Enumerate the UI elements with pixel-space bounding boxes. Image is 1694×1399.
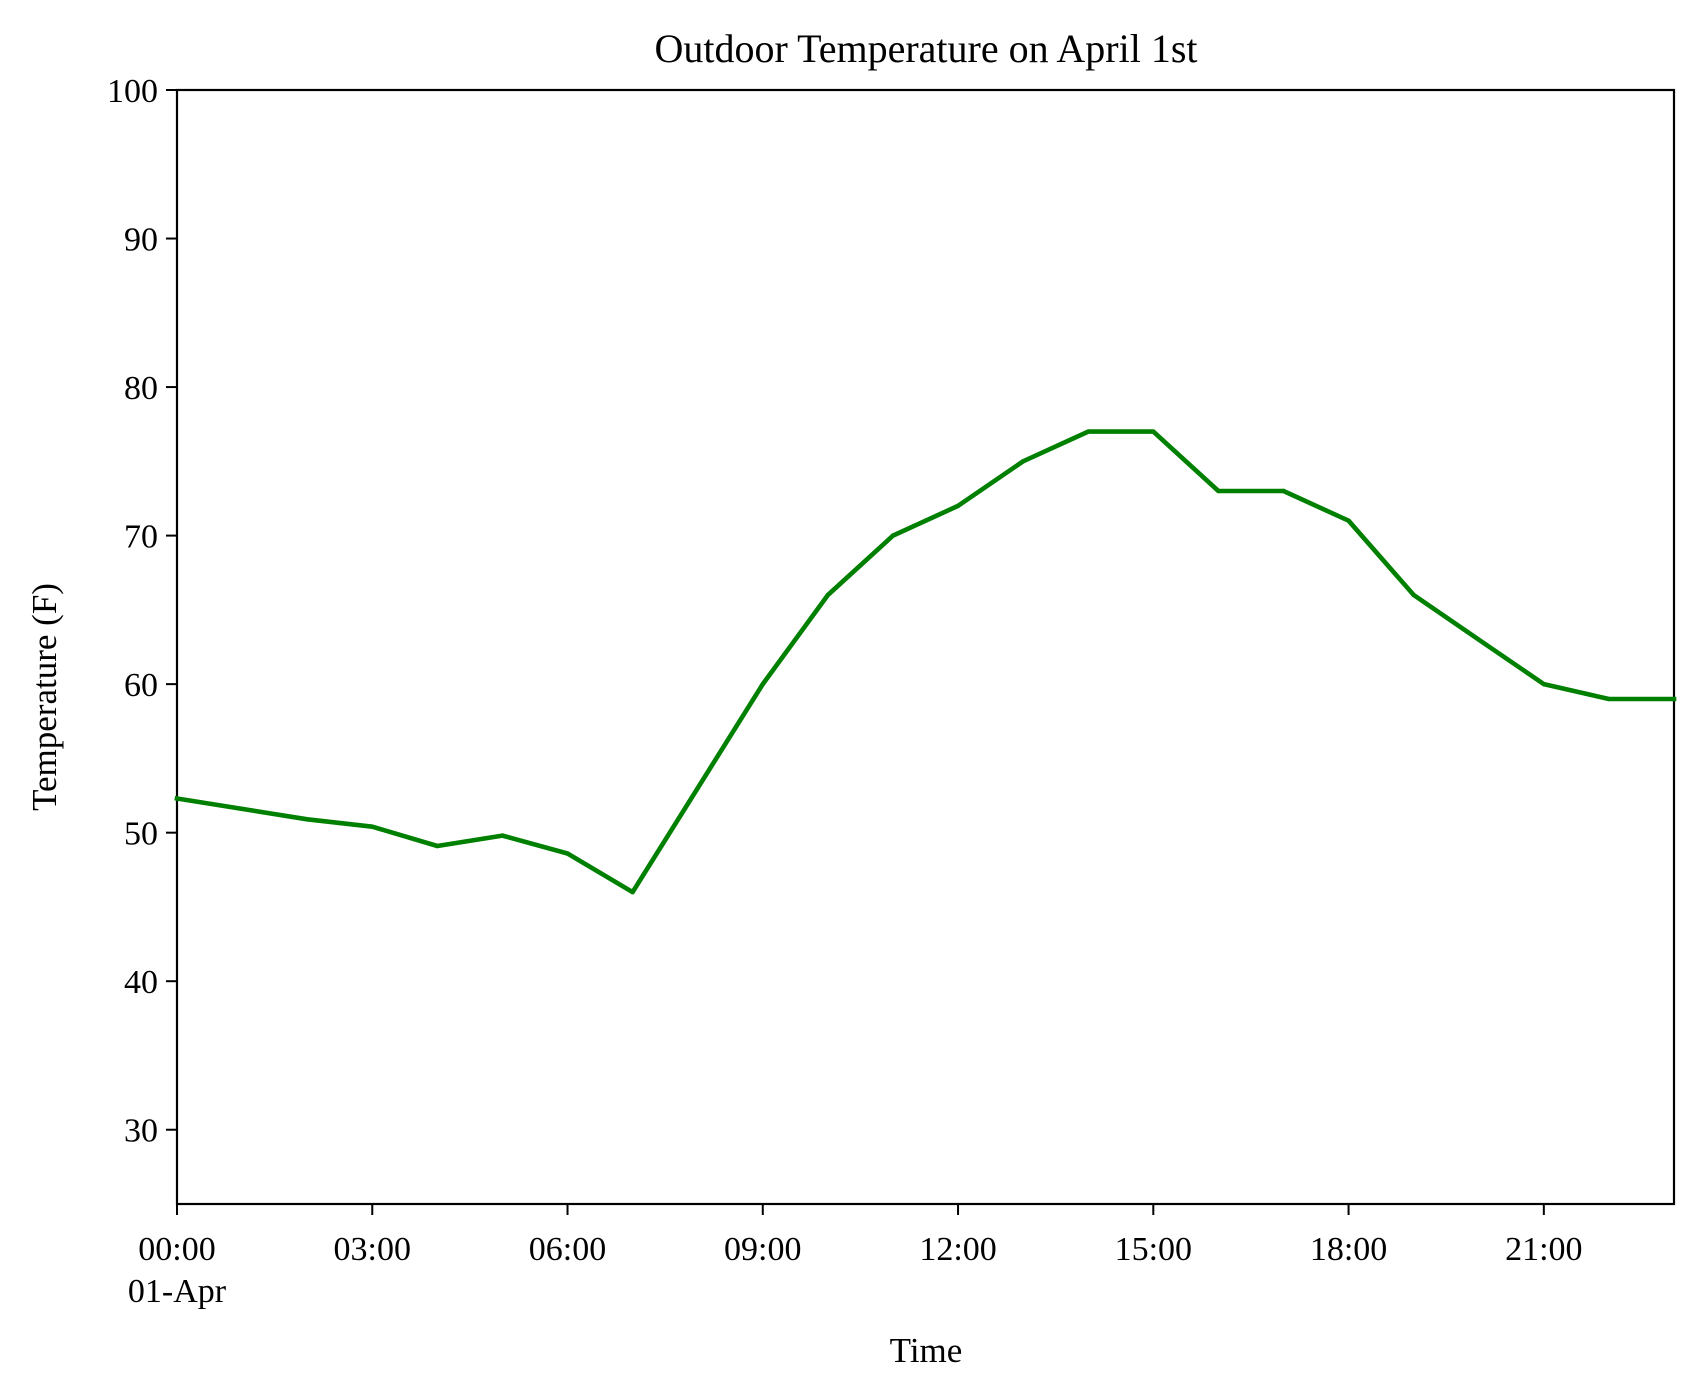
y-tick-label: 90 [124,222,158,259]
data-point [1151,429,1156,434]
data-point [760,681,765,687]
data-point [174,796,180,801]
data-point [1020,459,1026,464]
x-tick-label: 06:00 [529,1231,606,1268]
data-point [1476,637,1481,642]
data-point [305,817,310,822]
y-tick-label: 60 [124,667,158,704]
x-tick-label: 03:00 [334,1231,411,1268]
data-point [890,533,896,538]
data-point [825,592,831,598]
x-tick-label: 00:00 [138,1231,215,1268]
data-point [565,851,570,856]
x-tick-label: 18:00 [1310,1231,1387,1268]
plot-area: 30 40 50 60 70 80 90 100 00:00 01-Apr 03:00 06:00 09… [107,73,1677,1310]
y-tick-label: 70 [124,519,158,556]
data-point [1281,488,1286,494]
plot-frame [175,88,1676,1206]
data-point [1216,488,1221,494]
y-tick-label: 30 [124,1113,158,1150]
data-point [500,833,505,838]
x-tick-label: 09:00 [724,1231,801,1268]
data-point [695,785,700,791]
chart-title: Outdoor Temperature on April 1st [654,26,1197,71]
data-point [239,806,245,812]
data-point [1671,696,1677,702]
x-tick-label: 15:00 [1115,1231,1192,1268]
y-tick-label: 100 [107,73,158,110]
data-point [1606,696,1612,702]
x-axis-label: Time [890,1331,963,1370]
y-tick-label: 50 [124,816,158,853]
data-point [955,503,961,509]
y-tick-label: 80 [124,370,158,407]
series-line [174,429,1677,895]
x-tick-sublabel: 01-Apr [128,1273,227,1310]
data-point [1411,592,1416,598]
data-point [435,843,440,849]
data-point [1541,681,1547,687]
data-point [1086,429,1091,434]
y-axis-label: Temperature (F) [25,583,64,811]
data-point [1346,518,1351,523]
x-tick-label: 21:00 [1505,1231,1582,1268]
data-point [630,889,635,895]
y-tick-label: 40 [124,964,158,1001]
data-point [370,824,375,829]
x-tick-label: 12:00 [919,1231,996,1268]
